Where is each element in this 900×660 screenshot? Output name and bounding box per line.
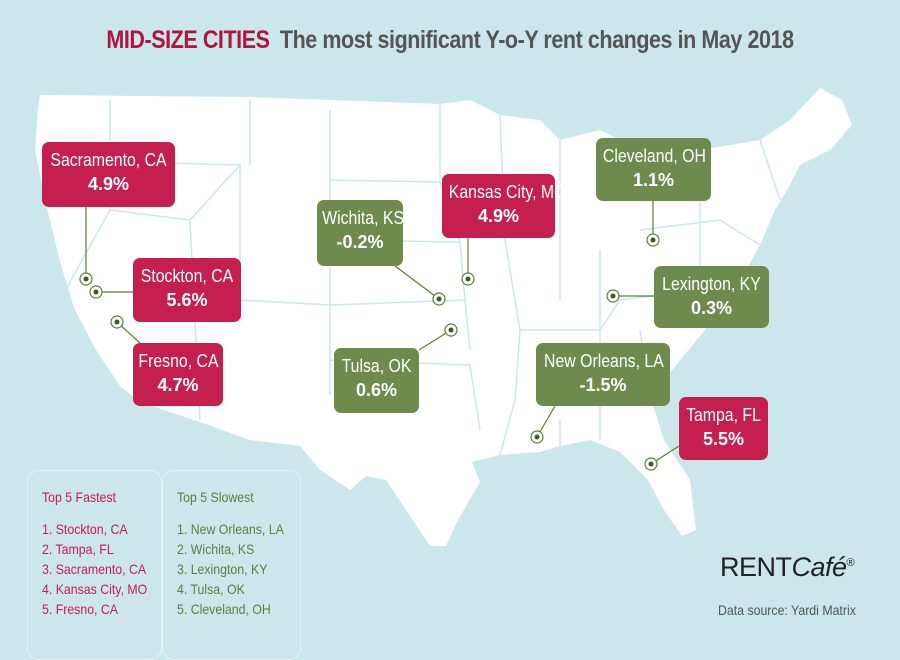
callout-value: 4.7% bbox=[157, 375, 199, 395]
callout-value: -1.5% bbox=[579, 375, 627, 395]
callout-value: 4.9% bbox=[477, 206, 520, 226]
callout-lexington[interactable]: Lexington, KY 0.3% bbox=[654, 266, 769, 328]
legend-item: 5. Fresno, CA bbox=[42, 601, 119, 617]
callout-new-orleans[interactable]: New Orleans, LA -1.5% bbox=[536, 343, 670, 406]
legend-item: 3. Lexington, KY bbox=[177, 561, 268, 577]
rentcafe-logo: RENTCafé® bbox=[720, 552, 855, 582]
city-marker-icon bbox=[606, 289, 620, 303]
legend-item: 3. Sacramento, CA bbox=[42, 561, 147, 577]
page-title: MID-SIZE CITIES The most significant Y-o-… bbox=[63, 26, 837, 55]
city-marker-icon bbox=[444, 323, 458, 337]
callout-city: Tulsa, OK bbox=[341, 356, 412, 376]
city-marker-icon bbox=[530, 430, 544, 444]
callout-city: Lexington, KY bbox=[662, 274, 761, 294]
callout-stockton[interactable]: Stockton, CA 5.6% bbox=[133, 258, 241, 322]
callout-city: Wichita, KS bbox=[322, 208, 405, 228]
callout-city: Cleveland, OH bbox=[602, 146, 706, 166]
legend-item: 4. Kansas City, MO bbox=[42, 581, 148, 597]
data-source: Data source: Yardi Matrix bbox=[718, 602, 856, 618]
city-marker-icon bbox=[110, 315, 124, 329]
legend-slowest: Top 5 Slowest 1. New Orleans, LA 2. Wich… bbox=[162, 470, 301, 660]
callout-value: 0.6% bbox=[355, 380, 398, 400]
callout-city: Fresno, CA bbox=[138, 351, 219, 371]
callout-fresno[interactable]: Fresno, CA 4.7% bbox=[133, 343, 223, 406]
callout-tampa[interactable]: Tampa, FL 5.5% bbox=[679, 397, 768, 460]
callout-sacramento[interactable]: Sacramento, CA 4.9% bbox=[42, 142, 175, 207]
city-marker-icon bbox=[432, 292, 446, 306]
legend-item: 1. Stockton, CA bbox=[42, 521, 128, 537]
city-marker-icon bbox=[646, 233, 660, 247]
callout-value: -0.2% bbox=[336, 232, 384, 252]
city-markers bbox=[79, 233, 660, 471]
title-category: MID-SIZE CITIES bbox=[106, 26, 270, 54]
city-marker-icon bbox=[89, 285, 103, 299]
callout-city: Kansas City, MO bbox=[448, 182, 567, 202]
callout-value: 1.1% bbox=[632, 170, 675, 190]
callout-kansas-city[interactable]: Kansas City, MO 4.9% bbox=[442, 174, 567, 238]
legend-slowest-heading: Top 5 Slowest bbox=[177, 489, 254, 505]
title-subtitle: The most significant Y-o-Y rent changes … bbox=[279, 26, 794, 54]
callout-value: 5.5% bbox=[702, 429, 745, 449]
callout-city: Stockton, CA bbox=[140, 266, 234, 286]
legend-item: 2. Wichita, KS bbox=[177, 541, 255, 557]
callout-wichita[interactable]: Wichita, KS -0.2% bbox=[317, 200, 405, 266]
legend-item: 5. Cleveland, OH bbox=[177, 601, 271, 617]
callout-value: 4.9% bbox=[87, 174, 130, 194]
callout-city: New Orleans, LA bbox=[544, 351, 664, 371]
callout-city: Tampa, FL bbox=[686, 405, 761, 425]
callout-value: 5.6% bbox=[166, 290, 208, 310]
legend-fastest: Top 5 Fastest 1. Stockton, CA 2. Tampa, … bbox=[27, 470, 162, 660]
callout-cleveland[interactable]: Cleveland, OH 1.1% bbox=[596, 138, 711, 201]
callout-city: Sacramento, CA bbox=[50, 150, 167, 170]
legend-fastest-heading: Top 5 Fastest bbox=[42, 489, 116, 505]
callout-tulsa[interactable]: Tulsa, OK 0.6% bbox=[334, 348, 419, 413]
legend-item: 1. New Orleans, LA bbox=[177, 521, 284, 537]
callout-value: 0.3% bbox=[690, 298, 733, 318]
city-marker-icon bbox=[461, 272, 475, 286]
legend-item: 2. Tampa, FL bbox=[42, 541, 114, 557]
city-marker-icon bbox=[79, 272, 93, 286]
legend-item: 4. Tulsa, OK bbox=[177, 581, 245, 597]
city-marker-icon bbox=[644, 457, 658, 471]
